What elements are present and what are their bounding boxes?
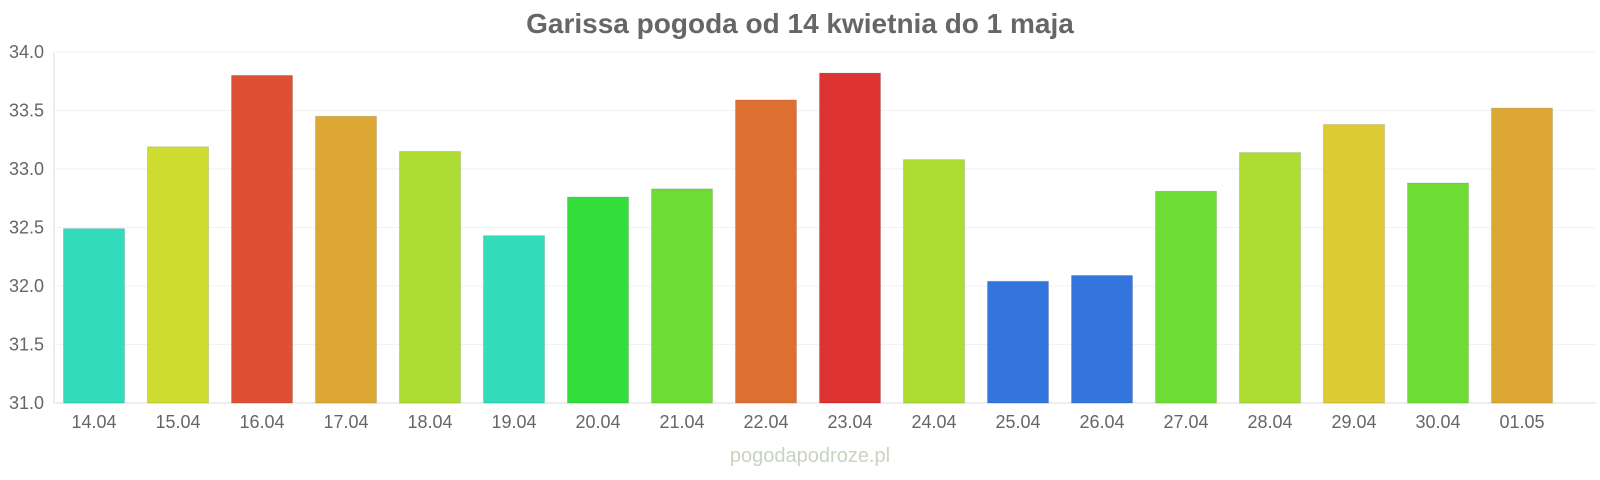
bar-21.04: [651, 188, 713, 404]
x-tick-label: 28.04: [1247, 412, 1292, 432]
x-tick-label: 19.04: [491, 412, 536, 432]
watermark: pogodapodroze.pl: [730, 445, 890, 467]
bar-23.04: [819, 72, 881, 404]
bar-19.04: [483, 235, 545, 404]
x-tick-label: 17.04: [323, 412, 368, 432]
y-tick-label: 33.0: [9, 159, 44, 179]
bars: [63, 72, 1553, 404]
x-tick-label: 14.04: [71, 412, 116, 432]
bar-30.04: [1407, 182, 1469, 404]
x-tick-label: 29.04: [1331, 412, 1376, 432]
y-tick-label: 31.5: [9, 335, 44, 355]
x-tick-label: 30.04: [1415, 412, 1460, 432]
bar-14.04: [63, 228, 125, 404]
x-tick-label: 16.04: [239, 412, 284, 432]
y-tick-label: 32.5: [9, 218, 44, 238]
y-tick-label: 32.0: [9, 276, 44, 296]
bar-15.04: [147, 146, 209, 404]
bar-17.04: [315, 115, 377, 404]
y-tick-labels: 31.0 31.5 32.0 32.5 33.0 33.5 34.0: [9, 42, 44, 413]
y-tick-label: 33.5: [9, 101, 44, 121]
x-tick-label: 23.04: [827, 412, 872, 432]
bar-01.05: [1491, 107, 1553, 404]
bar-16.04: [231, 74, 293, 404]
x-tick-label: 24.04: [911, 412, 956, 432]
x-tick-label: 18.04: [407, 412, 452, 432]
bar-26.04: [1071, 274, 1133, 404]
x-tick-label: 01.05: [1499, 412, 1544, 432]
x-tick-label: 21.04: [659, 412, 704, 432]
x-tick-label: 20.04: [575, 412, 620, 432]
bar-18.04: [399, 150, 461, 404]
bar-25.04: [987, 280, 1049, 404]
bar-22.04: [735, 99, 797, 404]
bar-27.04: [1155, 190, 1217, 404]
x-tick-label: 25.04: [995, 412, 1040, 432]
x-tick-label: 22.04: [743, 412, 788, 432]
y-tick-label: 34.0: [9, 42, 44, 62]
x-tick-label: 15.04: [155, 412, 200, 432]
bar-28.04: [1239, 152, 1301, 404]
x-tick-labels: 14.04 15.04 16.04 17.04 18.04 19.04 20.04 21.04…: [71, 412, 1544, 432]
chart-title: Garissa pogoda od 14 kwietnia do 1 maja: [526, 8, 1074, 39]
bar-20.04: [567, 196, 629, 404]
bar-29.04: [1323, 124, 1385, 404]
x-tick-label: 27.04: [1163, 412, 1208, 432]
x-tick-label: 26.04: [1079, 412, 1124, 432]
y-tick-label: 31.0: [9, 393, 44, 413]
bar-24.04: [903, 159, 965, 404]
